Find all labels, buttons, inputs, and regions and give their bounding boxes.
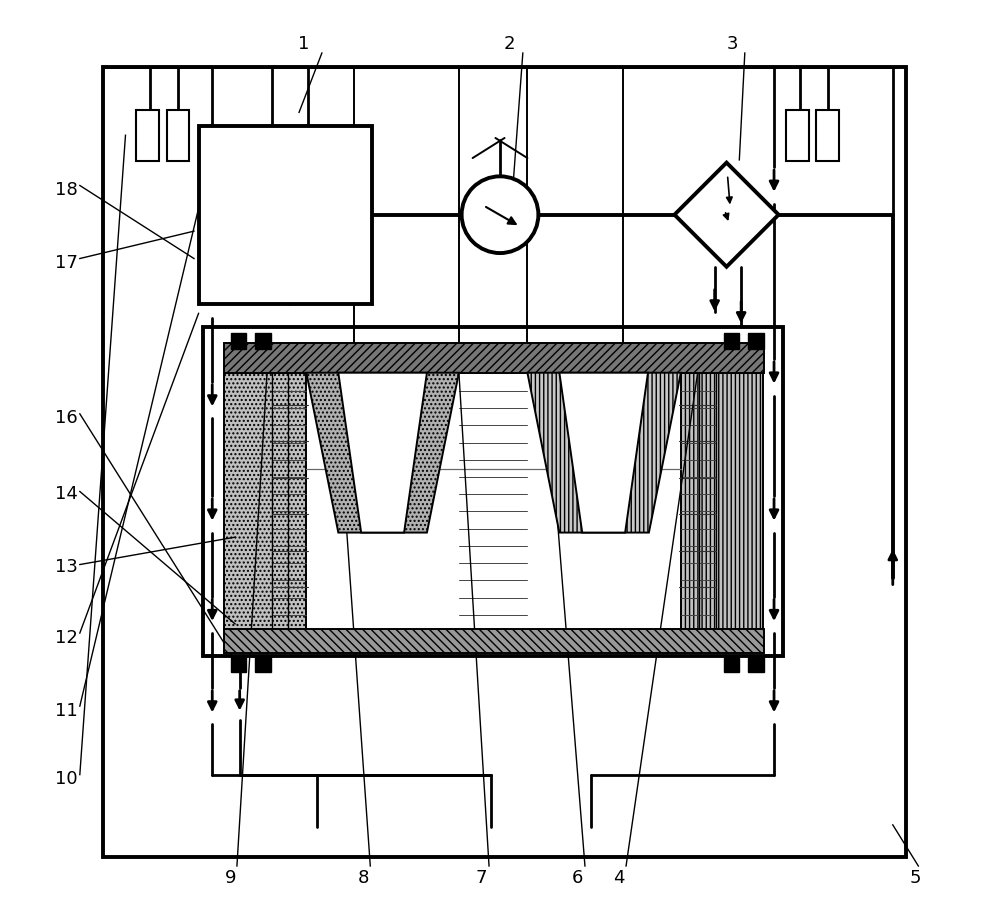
Bar <box>255 657 271 673</box>
Bar <box>103 67 906 857</box>
Bar <box>748 334 764 349</box>
Text: 1: 1 <box>298 35 309 53</box>
Bar <box>224 630 764 653</box>
Bar <box>231 657 246 673</box>
Polygon shape <box>306 373 459 533</box>
Bar <box>724 334 739 349</box>
Bar <box>224 343 764 373</box>
Bar <box>231 334 246 349</box>
Text: 7: 7 <box>476 868 487 887</box>
Text: 14: 14 <box>55 485 78 504</box>
Polygon shape <box>559 373 648 533</box>
Text: 2: 2 <box>503 35 515 53</box>
Bar <box>167 109 189 161</box>
Text: 5: 5 <box>910 868 921 887</box>
Bar <box>748 657 764 673</box>
Text: 17: 17 <box>55 255 78 272</box>
Bar <box>255 334 271 349</box>
Text: 8: 8 <box>357 868 369 887</box>
Bar <box>724 657 739 673</box>
Text: 6: 6 <box>572 868 583 887</box>
Polygon shape <box>338 373 427 533</box>
Bar <box>786 109 809 161</box>
Polygon shape <box>674 163 779 267</box>
Bar <box>224 373 306 630</box>
Bar <box>816 109 839 161</box>
Text: 9: 9 <box>225 868 236 887</box>
Polygon shape <box>527 373 681 533</box>
Text: 16: 16 <box>55 409 77 427</box>
Text: 12: 12 <box>55 629 78 647</box>
Text: 4: 4 <box>613 868 624 887</box>
Bar <box>203 327 783 656</box>
Bar <box>681 373 763 630</box>
Text: 18: 18 <box>55 181 77 199</box>
Text: 11: 11 <box>55 702 77 720</box>
Text: 10: 10 <box>55 770 77 789</box>
Bar <box>136 109 159 161</box>
Text: 3: 3 <box>727 35 739 53</box>
Bar <box>199 126 372 304</box>
Circle shape <box>462 176 538 253</box>
Text: 13: 13 <box>55 558 78 576</box>
